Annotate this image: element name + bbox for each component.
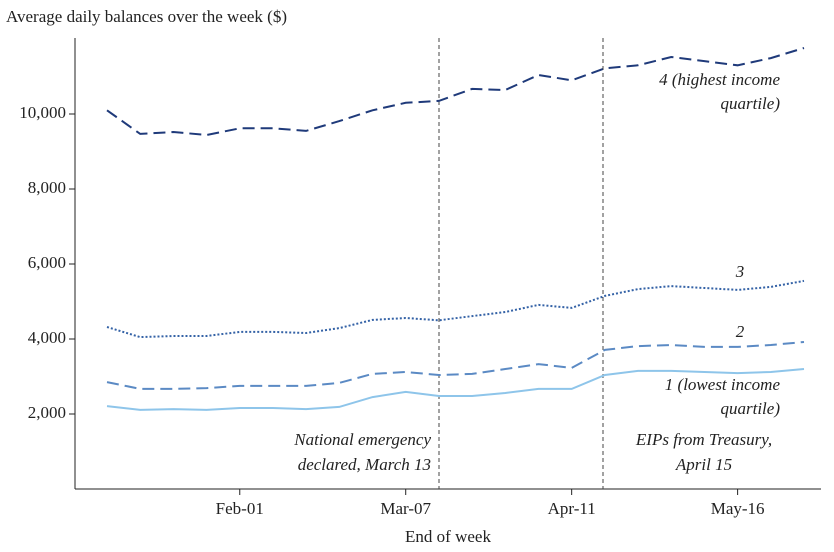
series-line bbox=[106, 279, 805, 339]
series-label: 3 bbox=[735, 262, 745, 281]
series-label: quartile) bbox=[721, 94, 781, 113]
series-line bbox=[106, 341, 805, 390]
series-label: quartile) bbox=[721, 399, 781, 418]
annotation: April 15 bbox=[675, 455, 732, 474]
series-line bbox=[106, 47, 805, 137]
series-label: 1 (lowest income bbox=[665, 375, 781, 394]
y-tick-label: 6,000 bbox=[28, 253, 66, 272]
series-line bbox=[106, 368, 805, 411]
annotation: EIPs from Treasury, bbox=[635, 430, 772, 449]
x-tick-label: Feb-01 bbox=[216, 499, 264, 518]
x-tick-label: May-16 bbox=[711, 499, 765, 518]
series-label: 4 (highest income bbox=[659, 70, 780, 89]
y-tick-label: 10,000 bbox=[19, 103, 66, 122]
y-tick-label: 8,000 bbox=[28, 178, 66, 197]
x-tick-label: Apr-11 bbox=[548, 499, 596, 518]
y-tick-label: 4,000 bbox=[28, 328, 66, 347]
annotation: National emergency bbox=[293, 430, 431, 449]
x-axis-label: End of week bbox=[405, 527, 491, 546]
series-label: 2 bbox=[736, 322, 745, 341]
y-tick-label: 2,000 bbox=[28, 403, 66, 422]
x-tick-label: Mar-07 bbox=[380, 499, 431, 518]
annotation: declared, March 13 bbox=[298, 455, 431, 474]
chart-title: Average daily balances over the week ($) bbox=[6, 7, 287, 26]
